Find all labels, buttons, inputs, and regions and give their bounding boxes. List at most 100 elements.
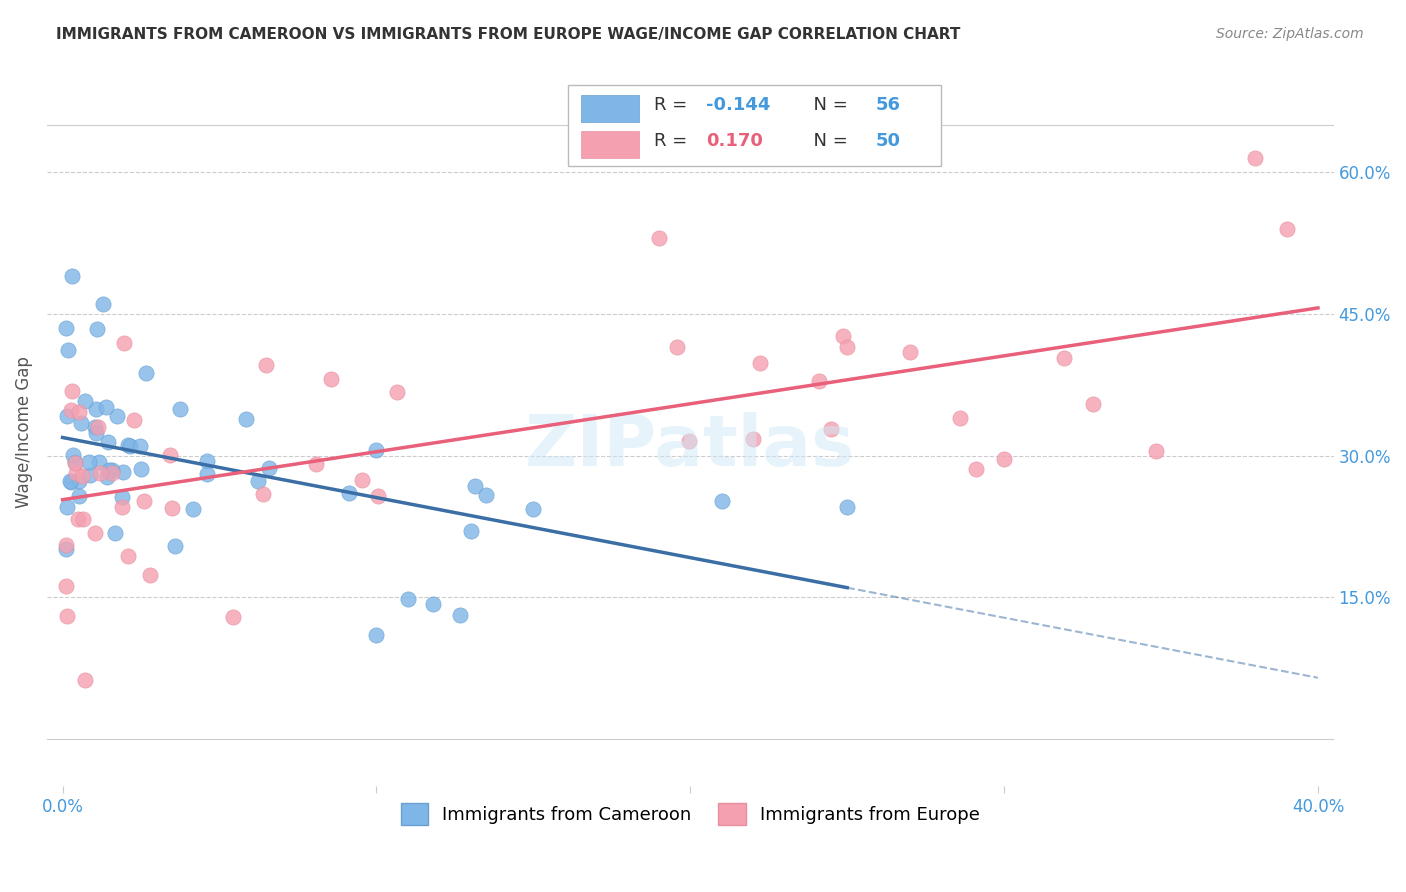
Point xyxy=(254,358,277,372)
Point xyxy=(111,466,134,480)
FancyBboxPatch shape xyxy=(581,95,638,122)
Text: -0.144: -0.144 xyxy=(706,96,770,114)
Point xyxy=(101,463,124,477)
Text: N =: N = xyxy=(803,96,853,114)
Point xyxy=(63,456,86,470)
Point xyxy=(475,488,498,502)
Point xyxy=(222,609,245,624)
Point xyxy=(181,501,204,516)
Point xyxy=(749,356,772,370)
Point xyxy=(110,490,132,504)
Point xyxy=(112,335,135,350)
Point xyxy=(367,490,389,504)
Point xyxy=(837,340,859,354)
Point xyxy=(67,489,90,503)
Point xyxy=(648,231,671,245)
Point xyxy=(235,412,257,426)
Point xyxy=(252,487,274,501)
Point xyxy=(257,461,280,475)
Point xyxy=(366,443,388,458)
Point xyxy=(710,494,733,508)
Point xyxy=(65,466,87,480)
Point xyxy=(72,512,94,526)
Point xyxy=(56,409,79,424)
FancyBboxPatch shape xyxy=(568,85,941,166)
Point xyxy=(820,422,842,436)
Point xyxy=(464,479,486,493)
Point xyxy=(67,405,90,419)
Point xyxy=(93,297,115,311)
Point xyxy=(111,500,134,514)
Point xyxy=(385,385,408,400)
Point xyxy=(86,425,108,440)
Point xyxy=(94,400,117,414)
Point xyxy=(79,467,101,482)
Point xyxy=(135,366,157,380)
Point xyxy=(665,340,688,354)
Point xyxy=(742,432,765,446)
Point xyxy=(965,462,987,476)
Point xyxy=(86,322,108,336)
Point xyxy=(96,470,118,484)
Point xyxy=(169,402,191,417)
Point xyxy=(321,371,343,385)
Point xyxy=(60,268,83,283)
Point xyxy=(350,473,373,487)
Point xyxy=(993,451,1015,466)
Point xyxy=(55,538,77,552)
Point xyxy=(55,542,77,557)
Point xyxy=(305,457,328,471)
Point xyxy=(117,438,139,452)
Point xyxy=(807,374,830,388)
Point xyxy=(117,549,139,563)
Point xyxy=(67,474,90,488)
Text: Source: ZipAtlas.com: Source: ZipAtlas.com xyxy=(1216,27,1364,41)
Point xyxy=(62,448,84,462)
Point xyxy=(522,502,544,516)
Point xyxy=(55,578,77,592)
Point xyxy=(97,463,120,477)
Point xyxy=(1053,351,1076,366)
Point xyxy=(831,328,853,343)
Point xyxy=(195,454,218,468)
Text: 50: 50 xyxy=(876,131,901,150)
Text: N =: N = xyxy=(803,131,853,150)
Y-axis label: Wage/Income Gap: Wage/Income Gap xyxy=(15,356,32,508)
Point xyxy=(60,402,83,417)
Point xyxy=(898,345,921,359)
Point xyxy=(678,434,700,448)
Point xyxy=(131,461,153,475)
Point xyxy=(139,568,162,582)
Point xyxy=(132,494,155,508)
Point xyxy=(56,500,79,515)
Point xyxy=(422,598,444,612)
Point xyxy=(366,628,388,642)
Text: R =: R = xyxy=(654,96,693,114)
Point xyxy=(55,609,77,624)
Legend: Immigrants from Cameroon, Immigrants from Europe: Immigrants from Cameroon, Immigrants fro… xyxy=(392,794,988,834)
Point xyxy=(105,409,128,423)
Point xyxy=(460,524,482,538)
Point xyxy=(122,412,145,426)
Point xyxy=(73,673,96,687)
Point xyxy=(60,475,83,489)
Point xyxy=(104,526,127,541)
Point xyxy=(89,454,111,468)
Point xyxy=(949,411,972,425)
Point xyxy=(247,474,270,488)
Text: ZIPatlas: ZIPatlas xyxy=(526,411,855,481)
Point xyxy=(89,466,111,480)
Point xyxy=(159,448,181,462)
Point xyxy=(1275,222,1298,236)
Point xyxy=(70,469,93,483)
Point xyxy=(128,439,150,453)
Point xyxy=(55,321,77,335)
Point xyxy=(101,466,124,480)
Point xyxy=(837,500,859,514)
Point xyxy=(63,455,86,469)
Point xyxy=(73,394,96,409)
Point xyxy=(87,420,110,434)
Point xyxy=(449,608,471,623)
Point xyxy=(97,434,120,449)
Point xyxy=(79,455,101,469)
